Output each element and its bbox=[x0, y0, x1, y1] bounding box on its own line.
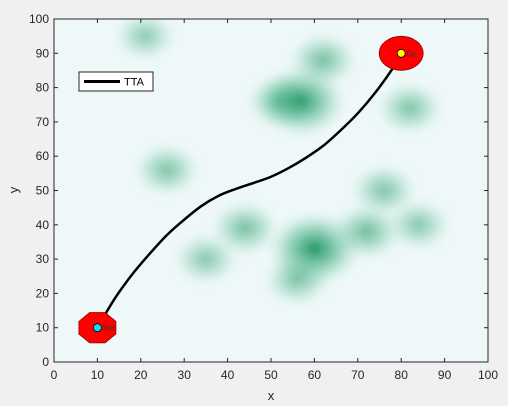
density-peak-3 bbox=[210, 200, 280, 256]
tick-layer: 0 10 20 30 40 50 60 70 80 90 100 0 10 20 30 40 50 60 70 80 9… bbox=[29, 12, 498, 382]
density-peak-0 bbox=[113, 19, 177, 62]
x-tick-label: 90 bbox=[438, 368, 452, 382]
density-peak-1 bbox=[133, 143, 201, 197]
legend-label-tta: TTA bbox=[124, 77, 145, 89]
x-tick-label: 40 bbox=[221, 368, 235, 382]
start-point bbox=[93, 323, 102, 333]
goal-label: Go bbox=[406, 49, 417, 58]
y-tick-label: 60 bbox=[36, 149, 50, 163]
x-tick-label: 100 bbox=[478, 368, 498, 382]
y-tick-label: 10 bbox=[36, 321, 50, 335]
x-tick-label: 10 bbox=[91, 368, 105, 382]
x-tick-label: 60 bbox=[308, 368, 322, 382]
goal-point bbox=[396, 48, 406, 58]
x-tick-label: 20 bbox=[134, 368, 148, 382]
density-peak-6 bbox=[288, 32, 358, 88]
y-tick-label: 30 bbox=[36, 252, 50, 266]
density-peak-9 bbox=[330, 203, 402, 261]
y-tick-label: 20 bbox=[36, 286, 50, 300]
y-tick-label: 70 bbox=[36, 115, 50, 129]
start-label: Sta bbox=[102, 324, 115, 333]
marker-layer: Sta Go bbox=[78, 35, 424, 344]
series-layer bbox=[96, 52, 403, 329]
y-tick-label: 100 bbox=[29, 12, 49, 26]
y-tick-label: 0 bbox=[42, 355, 49, 369]
y-tick-label: 40 bbox=[36, 218, 50, 232]
x-tick-label: 0 bbox=[51, 368, 58, 382]
density-peak-12 bbox=[386, 198, 452, 251]
series-line-tta bbox=[96, 52, 403, 329]
density-peak-11 bbox=[376, 81, 444, 135]
x-tick-label: 50 bbox=[264, 368, 278, 382]
x-tick-label: 70 bbox=[351, 368, 365, 382]
density-field bbox=[113, 19, 452, 307]
plot-area bbox=[54, 19, 488, 362]
y-axis-label: y bbox=[6, 186, 21, 193]
x-tick-label: 30 bbox=[178, 368, 192, 382]
density-peak-8 bbox=[263, 252, 331, 307]
legend: TTA bbox=[78, 71, 154, 92]
y-tick-label: 90 bbox=[36, 46, 50, 60]
x-axis-label: x bbox=[268, 388, 275, 403]
y-tick-label: 80 bbox=[36, 81, 50, 95]
y-tick-label: 50 bbox=[36, 184, 50, 198]
x-tick-label: 80 bbox=[395, 368, 409, 382]
